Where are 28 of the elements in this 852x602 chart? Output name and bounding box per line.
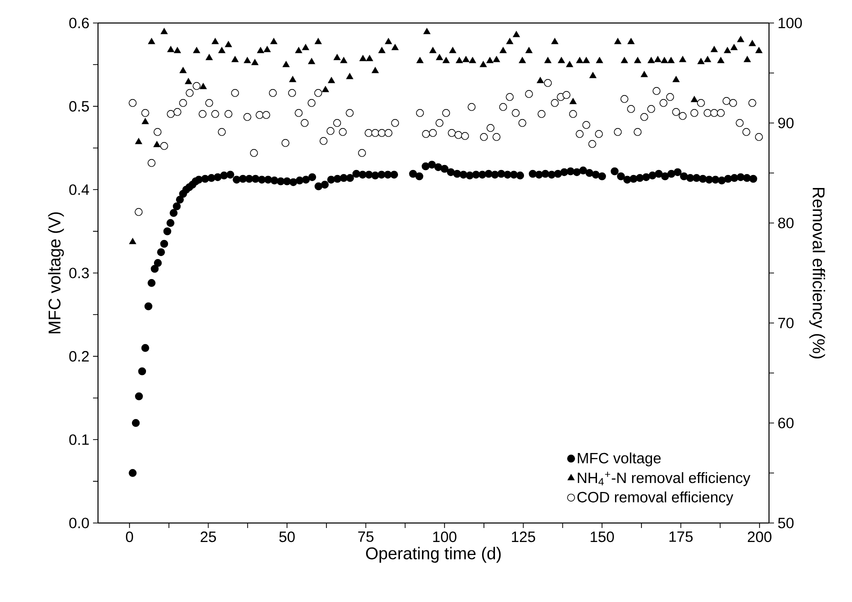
legend-label: COD removal efficiency [577,491,734,506]
y-tick-label: 0.2 [69,351,89,362]
y2-tick-label: 60 [778,418,794,428]
y-tick-label: 0.3 [69,268,89,278]
y-tick-label: 0.0 [69,518,89,528]
x-tick-label: 25 [200,532,216,542]
y-tick-label: 0.1 [69,434,89,445]
y2-tick-label: 100 [778,18,802,28]
x-tick-label: 50 [279,532,295,542]
x-tick-label: 125 [512,532,536,542]
x-tick-label: 75 [358,532,374,542]
y2-tick-label: 90 [778,118,794,128]
legend-label: NH$_{4}$$^{+}$-N removal efficiency [578,472,750,486]
y2-axis-title: Removal efficiency (%) [809,188,826,358]
y2-tick-label: 70 [778,318,794,328]
y-axis-title: MFC voltage (V) [48,212,64,334]
legend-label: MFC voltage [578,452,661,466]
x-tick-label: 0 [126,532,134,542]
y2-tick-label: 50 [778,518,794,528]
x-axis-title: Operating time (d) [366,546,501,563]
y-tick-label: 0.4 [69,184,90,195]
y2-tick-label: 80 [778,218,794,228]
x-tick-label: 100 [433,532,456,542]
x-tick-label: 200 [748,532,772,542]
x-tick-label: 175 [669,532,693,542]
y-tick-label: 0.6 [69,18,89,28]
x-tick-label: 150 [590,532,614,542]
y-tick-label: 0.5 [69,101,89,112]
